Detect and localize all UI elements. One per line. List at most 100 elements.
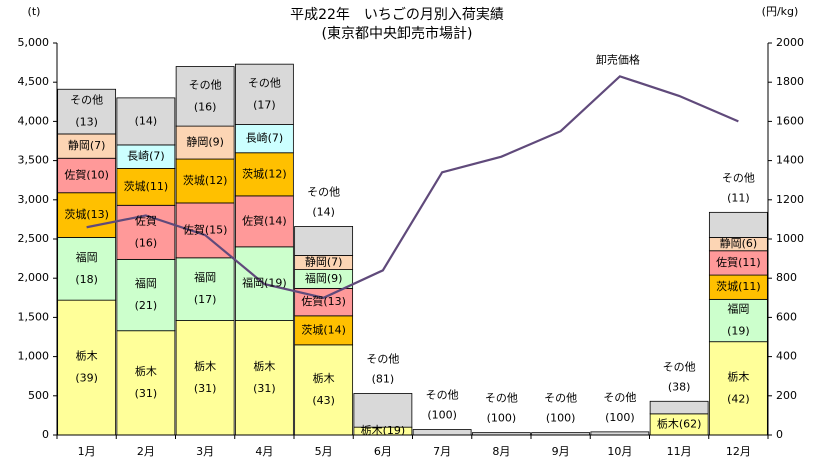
bar-segment: [116, 97, 176, 146]
segment-label: その他 (16): [189, 78, 222, 113]
segment-label: その他 (13): [70, 94, 103, 129]
segment-label-line: (31): [194, 382, 217, 395]
y-left-tick-label: 5,000: [18, 36, 50, 49]
y-left-tick-label: 2,500: [18, 232, 50, 245]
segment-label: 栃木 (31): [253, 359, 276, 395]
segment-label: 福岡 (18): [75, 250, 98, 286]
segment-label: 福岡(19): [242, 276, 287, 290]
segment-label-line: (19): [727, 325, 750, 338]
segment-label: 佐賀 (16): [135, 213, 158, 249]
segment-label-line: (42): [727, 392, 750, 405]
y-right-tick-label: 1000: [776, 232, 804, 245]
y-right-tick-label: 1600: [776, 114, 804, 127]
segment-label-line: その他: [189, 78, 222, 91]
segment-label: 佐賀(10): [64, 167, 109, 181]
segment-label-line: 栃木: [135, 364, 157, 378]
y-left-tick-label: 500: [28, 389, 49, 402]
segment-label: 栃木(19): [361, 423, 406, 437]
segment-label: 静岡(7): [68, 138, 106, 152]
bar-segment: [708, 341, 768, 436]
chart-title: 平成22年 いちごの月別入荷実績: [290, 7, 504, 23]
bar-segment: [234, 152, 294, 197]
segment-label-line: 佐賀(11): [716, 255, 761, 269]
segment-label-line: (16): [194, 100, 217, 113]
chart-subtitle: (東京都中央卸売市場計): [322, 25, 473, 42]
top-label-line: その他: [485, 392, 518, 405]
top-label-line: (100): [605, 411, 635, 424]
x-tick-label: 2月: [137, 445, 155, 458]
bar-segment: [116, 204, 176, 260]
y-left-unit: (t): [28, 5, 41, 18]
segment-label-line: 栃木: [727, 369, 749, 383]
top-label: その他 (100): [426, 389, 459, 422]
top-label: その他 (11): [722, 171, 755, 204]
y-right-tick-label: 200: [776, 389, 797, 402]
segment-label: 福岡 (17): [194, 270, 217, 306]
top-label: その他 (100): [485, 392, 518, 425]
segment-label-line: (13): [75, 116, 98, 129]
segment-label: その他 (17): [248, 76, 281, 111]
x-tick-label: 6月: [374, 445, 392, 458]
segment-label-line: その他: [70, 94, 103, 107]
bar-segment: [353, 393, 413, 428]
x-tick-label: 12月: [726, 445, 751, 458]
x-tick-label: 7月: [433, 445, 451, 458]
segment-label: 静岡(6): [720, 236, 758, 250]
x-tick-label: 8月: [492, 445, 510, 458]
y-left-tick-label: 1,000: [18, 350, 50, 363]
x-tick-label: 4月: [255, 445, 273, 458]
bar-segment: [175, 202, 235, 259]
bar-segment: [116, 330, 176, 436]
segment-label-line: 茨城(14): [301, 322, 346, 336]
top-label-line: (100): [546, 412, 576, 425]
top-label-line: (100): [427, 409, 457, 422]
y-right-tick-label: 600: [776, 310, 797, 323]
segment-label-line: 茨城(11): [124, 179, 169, 193]
y-right-tick-label: 0: [776, 428, 783, 441]
bar-segment: [175, 257, 235, 321]
segment-label-line: その他: [248, 76, 281, 89]
y-left-tick-label: 4,500: [18, 75, 50, 88]
segment-label: 福岡 (19): [727, 302, 750, 338]
segment-label-line: 福岡: [727, 302, 749, 316]
top-label-line: その他: [603, 391, 636, 404]
segment-label-line: 長崎(7): [127, 149, 165, 163]
bar-segment: [234, 63, 294, 125]
segment-label: (14): [135, 114, 158, 127]
segment-label-line: 福岡: [76, 250, 98, 264]
y-left-tick-label: 3,000: [18, 193, 50, 206]
segment-label-line: 静岡(7): [305, 255, 343, 269]
segment-label: 栃木(62): [657, 416, 702, 430]
bars-group: [57, 63, 768, 436]
segment-label: 佐賀(11): [716, 255, 761, 269]
segment-label-line: 長崎(7): [246, 131, 284, 145]
top-label-line: (14): [312, 205, 335, 218]
x-tick-label: 9月: [552, 445, 570, 458]
bar-segment: [57, 157, 117, 194]
segment-label-line: 栃木: [76, 349, 98, 363]
segment-label-line: (14): [135, 114, 158, 127]
top-label-line: その他: [366, 352, 399, 365]
y-left-tick-label: 0: [42, 428, 49, 441]
segment-label-line: (17): [194, 293, 217, 306]
segment-label: 茨城(11): [124, 179, 169, 193]
top-label-line: (100): [487, 412, 517, 425]
segment-label-line: 福岡(19): [242, 276, 287, 290]
segment-label: 栃木 (42): [727, 369, 750, 405]
segment-label-line: (16): [135, 236, 158, 249]
segment-label: 佐賀(14): [242, 213, 287, 227]
y-right-tick-label: 1800: [776, 75, 804, 88]
bar-segment: [116, 168, 176, 206]
segment-label-line: 茨城(13): [64, 207, 109, 221]
segment-label: 茨城(13): [64, 207, 109, 221]
top-label-line: (38): [668, 380, 691, 393]
top-label: その他 (100): [603, 391, 636, 424]
segment-label-line: 静岡(9): [186, 135, 224, 149]
segment-label-line: 茨城(12): [242, 166, 287, 180]
segment-label-line: 佐賀(15): [183, 222, 228, 236]
bar-segment: [412, 429, 472, 436]
price-line: [86, 75, 739, 299]
segment-label-line: 福岡: [135, 276, 157, 290]
labels-group: 栃木 (39) 福岡 (18) 茨城(13) 佐賀(10) 静岡(7) その他 (13) 栃木 (3…: [64, 76, 760, 437]
